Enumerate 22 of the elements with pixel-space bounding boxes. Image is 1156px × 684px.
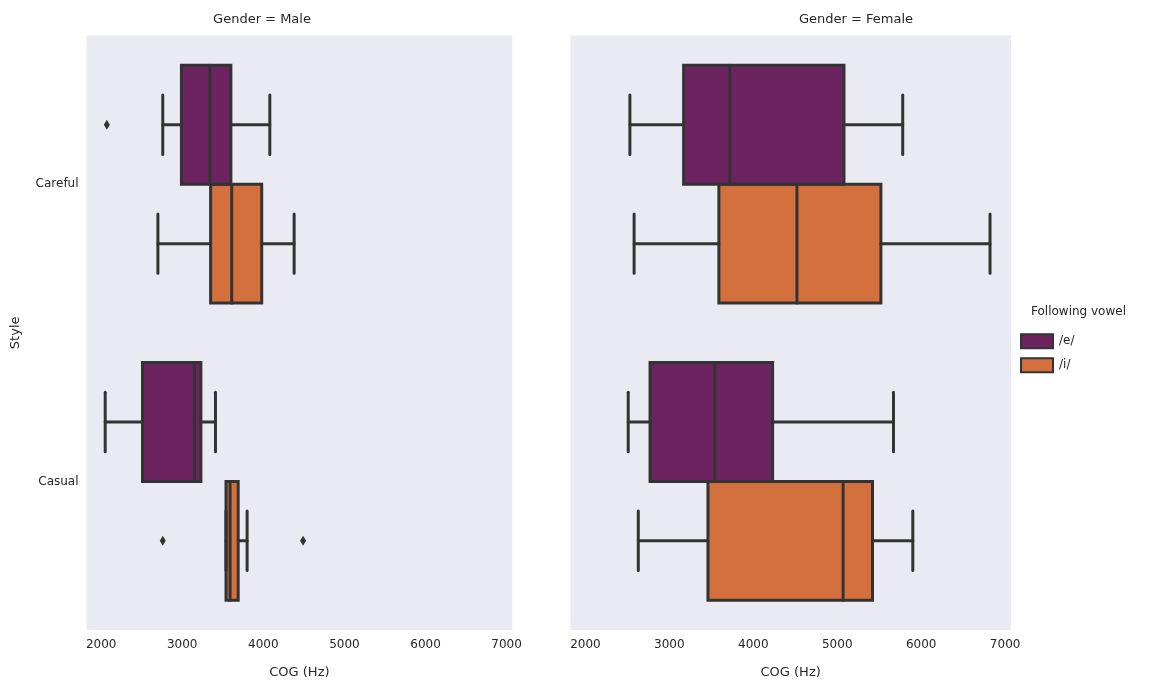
x-tick-label: 5000 — [821, 637, 853, 652]
x-tick-label: 6000 — [410, 637, 441, 652]
x-tick-label: 3000 — [166, 637, 198, 652]
x-tick-label: 4000 — [738, 637, 769, 652]
y-tick-label: Casual — [38, 473, 79, 488]
x-tick-label: 5000 — [329, 637, 360, 652]
x-axis-title: COG (Hz) — [760, 663, 821, 679]
x-axis-title: COG (Hz) — [269, 663, 330, 679]
x-tick-label: 2000 — [570, 637, 601, 652]
legend-label: /i/ — [1059, 357, 1072, 372]
chart-title: Gender = Female — [798, 11, 914, 27]
y-axis-title: Style — [7, 316, 23, 350]
legend-label: /e/ — [1059, 333, 1076, 348]
x-tick-label: 2000 — [85, 637, 117, 652]
y-tick-label: Careful — [35, 176, 79, 191]
x-tick-label: 7000 — [989, 637, 1021, 652]
x-tick-label: 6000 — [905, 637, 937, 652]
legend-title: Following vowel — [1031, 303, 1127, 318]
chart-title: Gender = Male — [213, 11, 311, 27]
x-tick-label: 3000 — [654, 637, 685, 652]
x-tick-label: 4000 — [248, 637, 279, 652]
x-tick-label: 7000 — [491, 637, 522, 652]
